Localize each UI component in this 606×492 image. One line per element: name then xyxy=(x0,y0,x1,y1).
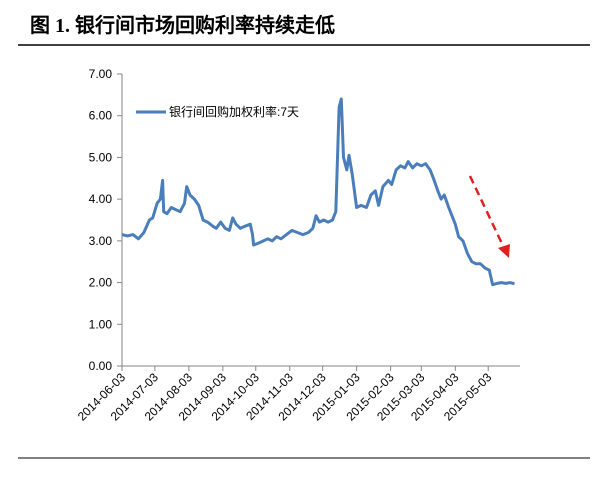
y-tick-label: 4.00 xyxy=(89,192,113,206)
y-tick-label: 0.00 xyxy=(89,359,113,373)
y-tick-label: 1.00 xyxy=(89,317,113,331)
y-tick-label: 7.00 xyxy=(89,67,113,81)
trend-arrow-head xyxy=(498,244,510,258)
trend-arrow xyxy=(468,175,507,251)
y-tick-label: 2.00 xyxy=(89,276,113,290)
y-tick-label: 3.00 xyxy=(89,234,113,248)
legend-label: 银行间回购加权利率:7天 xyxy=(169,104,299,119)
chart-title: 图 1. 银行间市场回购利率持续走低 xyxy=(30,13,335,37)
series-line xyxy=(121,97,515,287)
y-tick-label: 6.00 xyxy=(89,109,113,123)
y-tick-label: 5.00 xyxy=(89,150,113,164)
